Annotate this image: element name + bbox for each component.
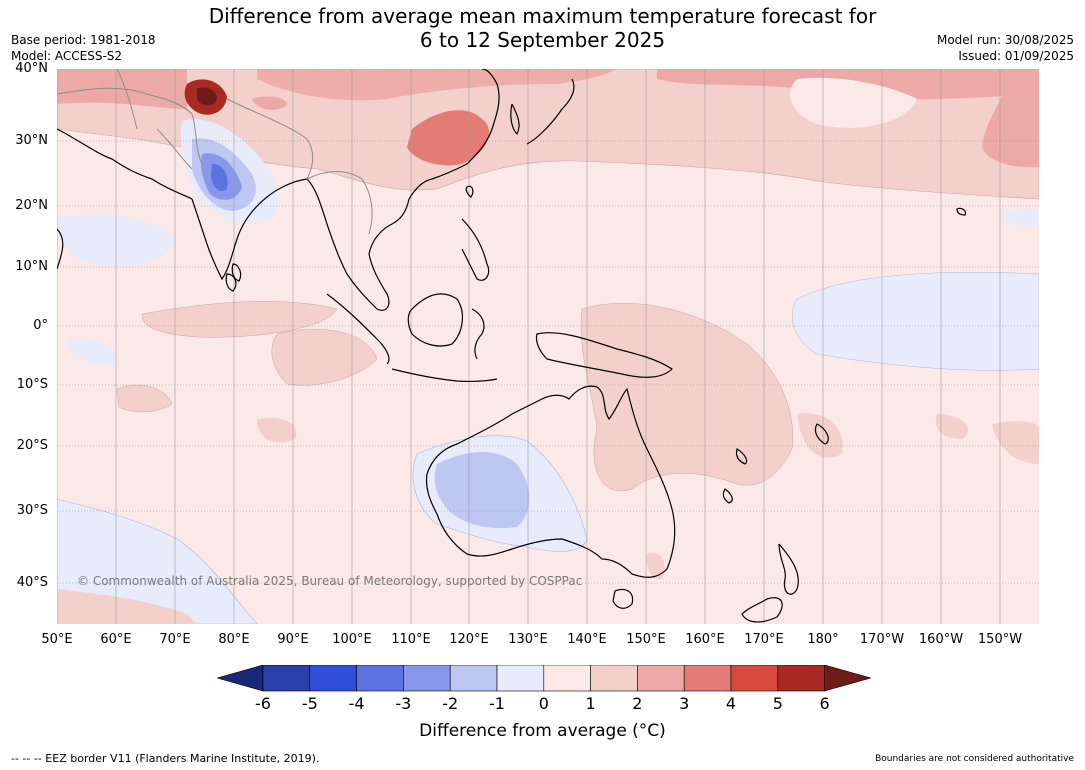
map-canvas <box>57 69 1039 624</box>
lat-label: 40°S <box>16 575 48 590</box>
colorbar-tick-label: -2 <box>442 694 459 713</box>
colorbar-max-extend <box>824 665 871 692</box>
lon-label: 180° <box>807 632 839 647</box>
colorbar-tick-label: 4 <box>725 694 737 713</box>
colorbar-swatch <box>262 665 311 692</box>
lon-label: 80°E <box>218 632 250 647</box>
colorbar-swatch <box>637 665 685 692</box>
lon-label: 90°E <box>277 632 309 647</box>
lat-label: 0° <box>33 318 48 333</box>
lon-label: 60°E <box>100 632 132 647</box>
colorbar-tick-label: 3 <box>679 694 690 713</box>
colorbar-swatch <box>403 665 451 692</box>
lon-label: 150°E <box>626 632 666 647</box>
colorbar-swatch <box>496 665 545 692</box>
coastlines <box>57 69 967 623</box>
colorbar-tick-label: -3 <box>395 694 412 713</box>
model-run-text: Model run: 30/08/2025 <box>936 33 1074 47</box>
lon-label: 130°E <box>508 632 548 647</box>
lon-label: 160°W <box>918 632 964 647</box>
colorbar-swatch <box>590 665 638 692</box>
colorbar-tick-label: -4 <box>348 694 365 713</box>
model-info: Base period: 1981-2018 Model: ACCESS-S2 <box>11 32 156 64</box>
colorbar-swatch <box>449 665 498 692</box>
colorbar-swatch <box>356 665 404 692</box>
colorbar-tick-label: 2 <box>632 694 643 713</box>
colorbar-tick-label: 0 <box>538 694 549 713</box>
colorbar-swatch <box>730 665 779 692</box>
lon-label: 50°E <box>41 632 73 647</box>
boundary-disclaimer: Boundaries are not considered authoritat… <box>875 754 1074 764</box>
lat-label: 20°N <box>15 198 48 213</box>
copyright-notice: © Commonwealth of Australia 2025, Bureau… <box>77 574 583 588</box>
lon-label: 110°E <box>391 632 431 647</box>
chart-title: Difference from average mean maximum tem… <box>0 4 1085 52</box>
lat-label: 20°S <box>16 438 48 453</box>
anomaly-map <box>57 69 1039 624</box>
lon-label: 140°E <box>567 632 607 647</box>
colorbar-min-extend <box>217 665 264 692</box>
colorbar-tick-label: 6 <box>819 694 830 713</box>
colorbar-swatch <box>777 665 825 692</box>
model-name-text: Model: ACCESS-S2 <box>11 49 123 63</box>
colorbar-swatch <box>309 665 357 692</box>
colorbar-tick-label: -5 <box>301 694 318 713</box>
colorbar-tick-label: -1 <box>489 694 505 713</box>
colorbar-swatch <box>683 665 732 692</box>
title-line-2: 6 to 12 September 2025 <box>419 28 666 52</box>
lat-label: 10°N <box>15 259 48 274</box>
run-info: Model run: 30/08/2025 Issued: 01/09/2025 <box>937 32 1074 64</box>
colorbar-tick-label: 5 <box>772 694 783 713</box>
colorbar-label: Difference from average (°C) <box>419 721 666 741</box>
colorbar-swatch <box>543 665 591 692</box>
colorbar-tick-label: 1 <box>585 694 596 713</box>
lat-label: 40°N <box>15 61 48 76</box>
lat-label: 30°N <box>15 133 48 148</box>
borders <box>57 69 373 235</box>
lon-label: 100°E <box>332 632 372 647</box>
lat-label: 10°S <box>16 377 48 392</box>
issued-date-text: Issued: 01/09/2025 <box>958 49 1074 63</box>
title-line-1: Difference from average mean maximum tem… <box>208 4 877 28</box>
lon-label: 170°E <box>744 632 784 647</box>
colorbar <box>217 665 871 692</box>
lon-label: 160°E <box>685 632 725 647</box>
lon-label: 70°E <box>159 632 191 647</box>
lon-label: 150°W <box>977 632 1023 647</box>
eez-legend-note: -- -- -- EEZ border V11 (Flanders Marine… <box>11 752 320 765</box>
lon-label: 170°W <box>859 632 905 647</box>
lon-label: 120°E <box>449 632 489 647</box>
colorbar-tick-label: -6 <box>255 694 271 713</box>
lat-label: 30°S <box>16 503 48 518</box>
base-period-text: Base period: 1981-2018 <box>11 33 156 47</box>
